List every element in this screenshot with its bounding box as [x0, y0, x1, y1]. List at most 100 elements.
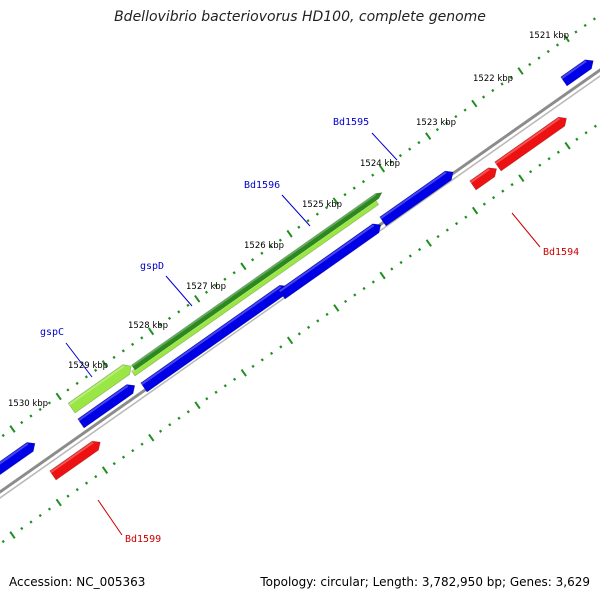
- outer-tick: [177, 310, 181, 314]
- inner-tick: [417, 247, 422, 252]
- inner-tick: [75, 487, 79, 492]
- gene-bar-blue-3: [278, 223, 382, 300]
- inner-tick: [564, 141, 571, 150]
- gene-label-bd1599: Bd1599: [125, 534, 161, 545]
- inner-tick: [584, 131, 588, 135]
- outer-tick: [491, 88, 495, 93]
- scale-label: 1527 kbp: [186, 282, 226, 292]
- outer-tick: [269, 245, 273, 249]
- outer-tick: [130, 342, 135, 346]
- outer-tick: [537, 56, 541, 60]
- inner-tick: [529, 170, 533, 174]
- outer-tick: [297, 225, 301, 229]
- outer-tick: [517, 67, 524, 75]
- feature-highlight: [78, 385, 129, 422]
- outer-tick: [425, 132, 432, 140]
- outer-tick: [29, 414, 33, 418]
- scale-labels: 1521 kbp 1522 kbp 1523 kbp 1524 kbp 1525 kbp…: [8, 31, 569, 409]
- inner-tick: [55, 498, 62, 507]
- leader-line: [165, 275, 193, 307]
- map-title: Bdellovibrio bacteriovorus HD100, comple…: [114, 9, 486, 25]
- outer-tick: [186, 303, 190, 307]
- outer-tick: [361, 180, 366, 184]
- outer-tick: [47, 401, 52, 405]
- outer-tick: [101, 360, 108, 368]
- inner-tick: [112, 462, 116, 466]
- inner-tick: [121, 455, 126, 459]
- gene-label-bd1594: Bd1594: [543, 247, 579, 258]
- feature-highlight: [141, 285, 282, 386]
- feature-highlight: [0, 442, 29, 465]
- inner-tick: [140, 442, 144, 446]
- outer-tick: [204, 290, 209, 294]
- inner-tick: [390, 267, 394, 271]
- leader-line: [65, 342, 93, 378]
- outer-tick: [158, 323, 162, 327]
- genome-summary-text: Topology: circular; Length: 3,782,950 bp…: [260, 575, 590, 589]
- inner-tick: [316, 319, 320, 323]
- inner-tick: [286, 336, 294, 345]
- gene-label-gspd: gspD: [140, 261, 164, 272]
- inner-tick: [94, 475, 98, 479]
- feature-highlight: [279, 224, 375, 293]
- outer-tick: [286, 229, 293, 238]
- inner-tick: [482, 202, 486, 206]
- feature-highlight: [470, 168, 491, 184]
- outer-tick: [408, 147, 412, 151]
- inner-tick: [510, 183, 514, 187]
- outer-tick: [454, 114, 458, 119]
- inner-tick: [205, 397, 209, 401]
- feature-highlight: [68, 365, 125, 406]
- inner-tick: [353, 293, 357, 297]
- scale-label: 1522 kbp: [473, 74, 513, 84]
- inner-tick: [38, 513, 42, 518]
- outer-tick: [592, 17, 597, 21]
- gene-bar-blue-5: [560, 59, 594, 87]
- outer-tick: [1, 433, 5, 438]
- outer-tick: [352, 186, 356, 190]
- outer-tick: [121, 349, 125, 353]
- inner-tick: [269, 351, 274, 355]
- inner-tick: [399, 260, 403, 265]
- inner-tick: [371, 280, 375, 284]
- outer-tick: [306, 219, 310, 223]
- outer-tick: [324, 206, 329, 210]
- inner-tick: [66, 494, 70, 498]
- gene-label-gspc: gspC: [40, 327, 64, 338]
- inner-tick: [84, 481, 89, 485]
- outer-tick: [389, 160, 393, 164]
- inner-tick: [362, 286, 366, 291]
- gene-bar-blue-6: [0, 442, 36, 476]
- outer-tick: [371, 173, 375, 177]
- leader-line: [371, 132, 398, 161]
- outer-tick: [66, 388, 70, 392]
- inner-tick: [47, 507, 52, 511]
- inner-tick: [501, 189, 505, 193]
- inner-tick: [29, 520, 33, 524]
- gene-bar-dark-gspD: [131, 192, 383, 371]
- outer-tick: [94, 368, 98, 373]
- outer-tick: [435, 127, 439, 132]
- inner-tick: [436, 234, 440, 239]
- scale-label: 1530 kbp: [8, 399, 48, 409]
- outer-tick: [55, 392, 62, 401]
- inner-tick: [379, 271, 386, 280]
- gene-bar-light-gspD: [131, 199, 380, 377]
- feature-red-Bd1599: [49, 440, 101, 481]
- outer-tick: [574, 30, 578, 34]
- scale-label: 1528 kbp: [128, 321, 168, 331]
- outer-tick: [332, 197, 339, 206]
- outer-tick: [9, 425, 16, 433]
- inner-tick: [194, 401, 201, 410]
- scale-label: 1526 kbp: [244, 241, 284, 251]
- leader-line: [97, 499, 123, 536]
- inner-tick: [333, 304, 340, 312]
- inner-tick-ring: [1, 124, 597, 544]
- outer-tick: [167, 316, 172, 320]
- inner-tick: [232, 377, 237, 381]
- outer-tick: [38, 407, 42, 412]
- inner-tick: [538, 163, 542, 167]
- outer-tick: [555, 43, 560, 47]
